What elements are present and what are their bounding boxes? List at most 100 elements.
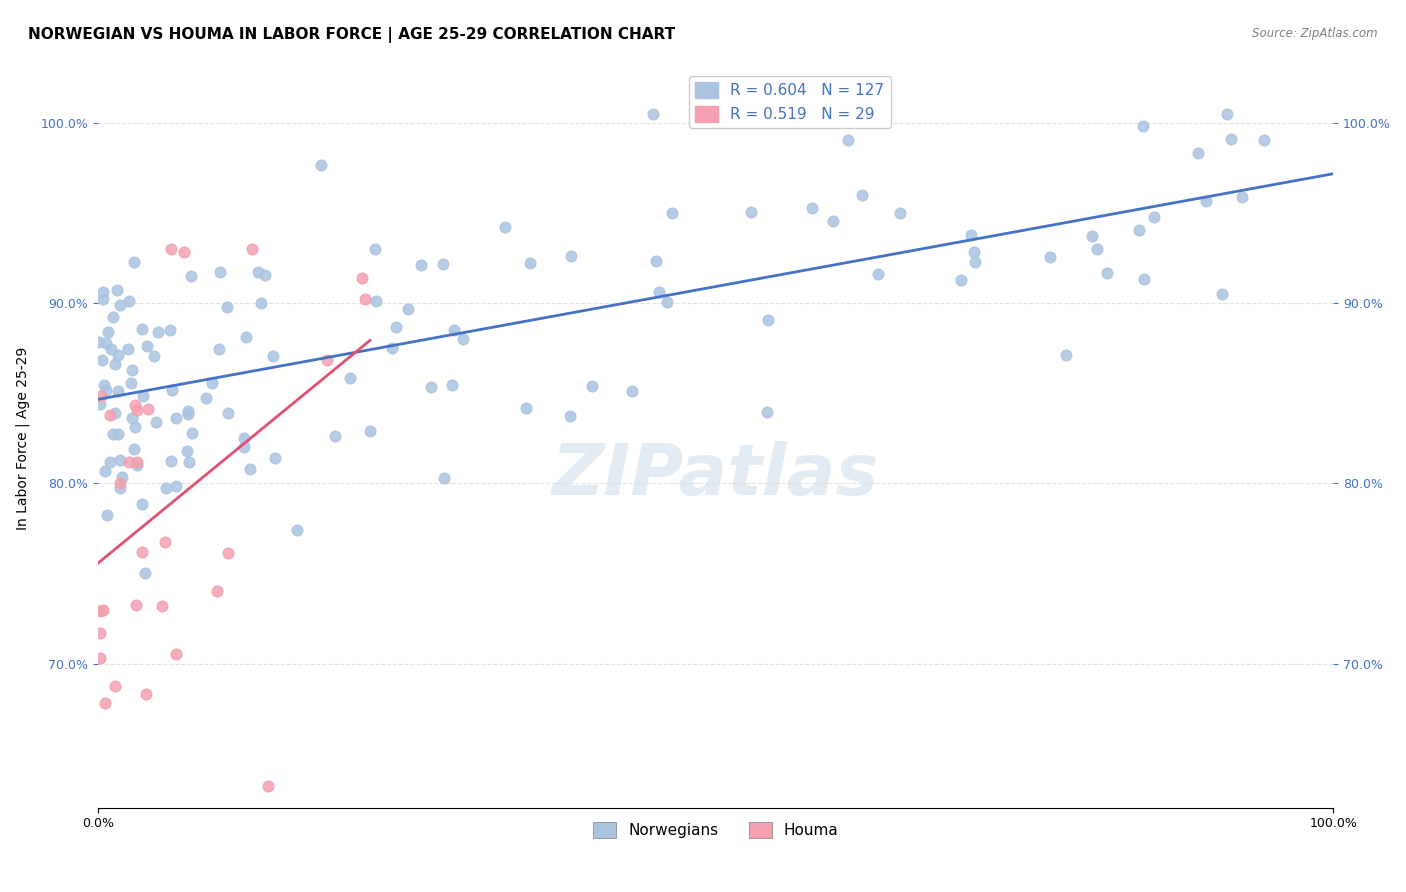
Point [1132,119,1154,133]
Point [889,205,911,219]
Point [94,383,117,397]
Point [89,626,111,640]
Point [440,378,463,392]
Point [396,302,419,317]
Point [93,377,115,392]
Point [148,325,170,339]
Point [155,481,177,495]
Point [131,497,153,511]
Point [180,425,202,440]
Point [107,426,129,441]
Point [1085,242,1108,256]
Point [177,403,200,417]
Point [364,243,387,257]
Legend: Norwegians, Houma: Norwegians, Houma [586,816,845,845]
Point [120,376,142,391]
Point [100,343,122,357]
Point [740,205,762,219]
Point [233,431,256,445]
Point [1081,228,1104,243]
Point [173,245,195,260]
Point [103,310,125,325]
Point [868,267,890,281]
Point [101,426,124,441]
Point [201,376,224,391]
Point [285,523,308,537]
Point [247,265,270,279]
Point [124,598,146,612]
Point [233,440,256,454]
Point [159,242,181,256]
Point [90,388,112,402]
Point [180,269,202,284]
Point [155,535,177,549]
Point [205,584,228,599]
Point [453,333,475,347]
Text: ZIPatlas: ZIPatlas [553,441,880,509]
Point [494,219,516,234]
Point [89,604,111,618]
Point [1216,106,1239,120]
Point [965,254,987,268]
Point [98,408,121,422]
Point [122,442,145,456]
Point [262,349,284,363]
Point [135,339,157,353]
Point [411,259,433,273]
Point [124,420,146,434]
Point [384,319,406,334]
Point [443,323,465,337]
Point [1133,272,1156,286]
Point [581,378,603,392]
Point [208,265,231,279]
Point [217,300,239,314]
Point [105,283,128,297]
Point [316,353,339,368]
Point [108,482,131,496]
Point [254,268,277,282]
Point [135,687,157,701]
Point [432,256,454,270]
Point [110,453,132,467]
Point [107,348,129,362]
Point [118,294,141,309]
Point [121,410,143,425]
Point [91,285,114,300]
Point [94,336,117,351]
Point [89,651,111,665]
Point [138,402,160,417]
Point [107,384,129,399]
Point [1095,266,1118,280]
Point [644,254,666,268]
Point [352,271,374,285]
Point [1230,190,1253,204]
Point [963,244,986,259]
Point [127,458,149,472]
Point [1187,145,1209,160]
Point [108,298,131,312]
Point [950,273,973,287]
Point [800,202,823,216]
Point [235,330,257,344]
Point [1195,194,1218,208]
Point [1128,223,1150,237]
Point [165,647,187,661]
Point [756,404,779,418]
Point [145,415,167,429]
Point [339,370,361,384]
Text: NORWEGIAN VS HOUMA IN LABOR FORCE | AGE 25-29 CORRELATION CHART: NORWEGIAN VS HOUMA IN LABOR FORCE | AGE … [28,27,675,43]
Point [648,285,671,300]
Point [960,228,983,243]
Point [641,106,664,120]
Point [661,206,683,220]
Point [1219,132,1241,146]
Point [150,599,173,613]
Point [1039,251,1062,265]
Point [91,603,114,617]
Point [131,545,153,559]
Point [176,444,198,458]
Point [1211,287,1233,301]
Point [111,470,134,484]
Point [125,402,148,417]
Point [366,293,388,308]
